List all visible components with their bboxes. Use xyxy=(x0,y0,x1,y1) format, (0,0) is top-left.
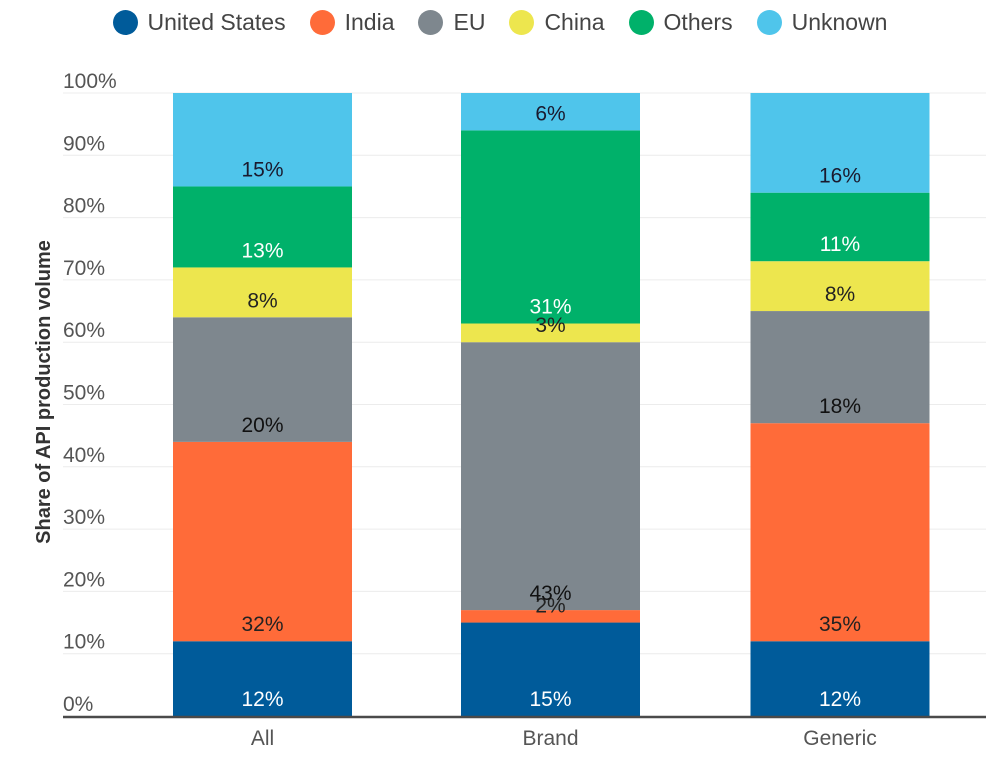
y-tick-label: 50% xyxy=(63,382,105,405)
data-label: 8% xyxy=(825,283,855,306)
data-label: 6% xyxy=(535,102,565,125)
y-tick-label: 60% xyxy=(63,319,105,342)
legend-marker-icon xyxy=(756,9,782,35)
data-label: 43% xyxy=(529,582,571,605)
legend-marker-icon xyxy=(418,9,444,35)
legend-item-india[interactable]: India xyxy=(309,8,395,36)
bar-segment-all-eu[interactable] xyxy=(173,317,352,442)
legend-label: Others xyxy=(663,8,733,35)
data-label: 31% xyxy=(529,296,571,319)
data-label: 32% xyxy=(241,613,283,636)
data-label: 12% xyxy=(241,688,283,711)
data-label: 13% xyxy=(241,239,283,262)
legend-item-others[interactable]: Others xyxy=(628,8,733,36)
legend-label: United States xyxy=(147,8,286,35)
bar-segment-brand-india[interactable] xyxy=(461,610,640,623)
bar-segment-generic-others[interactable] xyxy=(750,192,930,262)
y-tick-label: 70% xyxy=(63,257,105,280)
x-category-label: All xyxy=(251,727,274,750)
y-tick-label: 20% xyxy=(63,568,105,591)
legend-marker-icon xyxy=(309,9,335,35)
legend-label: Unknown xyxy=(791,8,888,35)
y-tick-label: 90% xyxy=(63,132,105,155)
y-axis-title: Share of API production volume xyxy=(33,240,55,544)
data-label: 18% xyxy=(819,395,861,418)
data-label: 15% xyxy=(241,158,283,181)
x-category-label: Generic xyxy=(803,727,877,750)
bar-segment-all-united-states[interactable] xyxy=(173,641,352,716)
x-category-label: Brand xyxy=(522,727,578,750)
bar-segment-all-others[interactable] xyxy=(173,186,352,268)
data-label: 16% xyxy=(819,165,861,188)
bar-segment-all-india[interactable] xyxy=(173,441,352,642)
legend-item-china[interactable]: China xyxy=(509,8,605,36)
bar-segment-all-unknown[interactable] xyxy=(173,93,352,187)
data-label: 2% xyxy=(535,595,565,618)
y-tick-label: 30% xyxy=(63,506,105,529)
legend-label: China xyxy=(544,8,605,35)
data-label: 11% xyxy=(820,233,860,256)
data-label: 8% xyxy=(247,289,277,312)
data-label: 15% xyxy=(529,688,571,711)
legend-label: India xyxy=(344,8,395,35)
bar-segment-brand-eu[interactable] xyxy=(461,342,640,611)
bar-segment-generic-united-states[interactable] xyxy=(750,641,930,716)
legend-label: EU xyxy=(453,8,486,35)
y-tick-label: 0% xyxy=(63,693,93,716)
data-label: 3% xyxy=(535,314,565,337)
y-tick-label: 40% xyxy=(63,444,105,467)
bar-segment-brand-china[interactable] xyxy=(461,323,640,343)
legend-item-unknown[interactable]: Unknown xyxy=(756,8,888,36)
bar-segment-brand-united-states[interactable] xyxy=(461,622,640,716)
data-label: 12% xyxy=(819,688,861,711)
bar-segment-brand-others[interactable] xyxy=(461,130,640,324)
legend-marker-icon xyxy=(112,9,138,35)
y-tick-label: 10% xyxy=(63,631,105,654)
legend-marker-icon xyxy=(509,9,535,35)
bar-segment-brand-unknown[interactable] xyxy=(461,93,640,131)
bar-segment-generic-india[interactable] xyxy=(750,423,930,642)
bar-segment-generic-eu[interactable] xyxy=(750,311,930,424)
data-label: 35% xyxy=(819,613,861,636)
bar-segment-all-china[interactable] xyxy=(173,267,352,318)
y-tick-label: 100% xyxy=(63,70,117,93)
data-label: 20% xyxy=(241,414,283,437)
bar-segment-generic-unknown[interactable] xyxy=(750,93,930,193)
y-tick-label: 80% xyxy=(63,195,105,218)
legend-marker-icon xyxy=(628,9,654,35)
bar-segment-generic-china[interactable] xyxy=(750,261,930,312)
legend-item-united-states[interactable]: United States xyxy=(112,8,286,36)
legend: United States India EU China Others Unknown xyxy=(0,4,1000,40)
legend-item-eu[interactable]: EU xyxy=(418,9,485,36)
